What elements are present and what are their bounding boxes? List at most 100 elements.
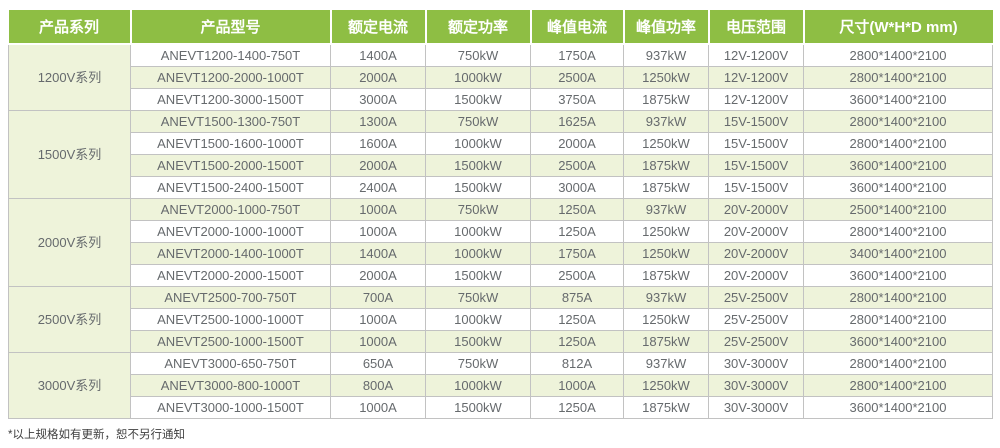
cell-model: ANEVT1500-1600-1000T — [130, 132, 331, 155]
cell-rated-current: 1000A — [330, 220, 426, 243]
cell-rated-power: 750kW — [425, 198, 531, 221]
cell-dimensions: 3600*1400*2100 — [803, 264, 993, 287]
cell-rated-current: 2400A — [330, 176, 426, 199]
cell-model: ANEVT2500-1000-1500T — [130, 330, 331, 353]
table-row: ANEVT1500-2400-1500T 2400A 1500kW 3000A 1875… — [9, 176, 993, 199]
cell-rated-current: 800A — [330, 374, 426, 397]
cell-rated-power: 750kW — [425, 352, 531, 375]
cell-model: ANEVT1500-1300-750T — [130, 110, 331, 133]
table-row: ANEVT2500-1000-1500T 1000A 1500kW 1250A 1875… — [9, 330, 993, 353]
cell-peak-power: 937kW — [623, 286, 709, 309]
cell-series: 3000V系列 — [8, 352, 131, 419]
cell-peak-power: 1875kW — [623, 88, 709, 111]
cell-peak-power: 937kW — [623, 43, 709, 67]
table-row: ANEVT3000-1000-1500T 1000A 1500kW 1250A 1875… — [9, 396, 993, 419]
column-header-dimensions: 尺寸(W*H*D mm) — [803, 10, 993, 45]
cell-peak-current: 3750A — [530, 88, 624, 111]
cell-voltage-range: 15V-1500V — [708, 176, 804, 199]
table-row: ANEVT2500-1000-1000T 1000A 1000kW 1250A 1250… — [9, 308, 993, 331]
cell-model: ANEVT1200-3000-1500T — [130, 88, 331, 111]
cell-series: 2500V系列 — [8, 286, 131, 353]
cell-rated-current: 1300A — [330, 110, 426, 133]
table-row: ANEVT1200-2000-1000T 2000A 1000kW 2500A 1250… — [9, 66, 993, 89]
cell-dimensions: 2800*1400*2100 — [803, 43, 993, 67]
table-row: 1200V系列 ANEVT1200-1400-750T 1400A 750kW 1750… — [8, 43, 993, 111]
cell-dimensions: 2800*1400*2100 — [803, 286, 993, 309]
cell-rated-current: 2000A — [330, 264, 426, 287]
cell-rated-power: 1000kW — [425, 308, 531, 331]
cell-peak-current: 2500A — [530, 66, 624, 89]
cell-peak-current: 1250A — [530, 308, 624, 331]
cell-rated-power: 750kW — [425, 43, 531, 67]
cell-model: ANEVT1500-2400-1500T — [130, 176, 331, 199]
cell-peak-current: 1250A — [530, 330, 624, 353]
cell-rated-current: 700A — [330, 286, 426, 309]
cell-rated-power: 1500kW — [425, 264, 531, 287]
cell-rated-current: 1000A — [330, 308, 426, 331]
cell-model: ANEVT3000-1000-1500T — [130, 396, 331, 419]
cell-model: ANEVT2000-1000-1000T — [130, 220, 331, 243]
cell-voltage-range: 20V-2000V — [708, 198, 804, 221]
cell-rated-power: 1000kW — [425, 220, 531, 243]
cell-voltage-range: 12V-1200V — [708, 88, 804, 111]
cell-peak-power: 1250kW — [623, 242, 709, 265]
column-header-rated-power: 额定功率 — [425, 10, 532, 45]
cell-peak-current: 1250A — [530, 220, 624, 243]
table-row: ANEVT2000-1000-1000T 1000A 1000kW 1250A 1250… — [9, 220, 993, 243]
cell-model: ANEVT2000-2000-1500T — [130, 264, 331, 287]
table-row: 2000V系列 ANEVT2000-1000-750T 1000A 750kW 1250… — [8, 198, 993, 287]
column-header-peak-power: 峰值功率 — [623, 10, 710, 45]
cell-dimensions: 2800*1400*2100 — [803, 132, 993, 155]
cell-rated-current: 1000A — [330, 198, 426, 221]
cell-model: ANEVT2000-1000-750T — [130, 198, 331, 221]
cell-series: 1200V系列 — [8, 43, 131, 111]
cell-voltage-range: 25V-2500V — [708, 308, 804, 331]
cell-model: ANEVT2500-1000-1000T — [130, 308, 331, 331]
cell-model: ANEVT1500-2000-1500T — [130, 154, 331, 177]
cell-voltage-range: 30V-3000V — [708, 374, 804, 397]
cell-model: ANEVT3000-650-750T — [130, 352, 331, 375]
table-row: 1500V系列 ANEVT1500-1300-750T 1300A 750kW 1625… — [8, 110, 993, 199]
cell-dimensions: 2800*1400*2100 — [803, 220, 993, 243]
cell-peak-current: 812A — [530, 352, 624, 375]
cell-rated-current: 1400A — [330, 43, 426, 67]
cell-model: ANEVT1200-1400-750T — [130, 43, 331, 67]
cell-peak-current: 2500A — [530, 264, 624, 287]
cell-model: ANEVT2000-1400-1000T — [130, 242, 331, 265]
column-header-voltage-range: 电压范围 — [708, 10, 805, 45]
cell-rated-current: 650A — [330, 352, 426, 375]
cell-dimensions: 3400*1400*2100 — [803, 242, 993, 265]
cell-peak-current: 2000A — [530, 132, 624, 155]
cell-dimensions: 2800*1400*2100 — [803, 308, 993, 331]
cell-peak-power: 1875kW — [623, 176, 709, 199]
cell-peak-power: 1875kW — [623, 396, 709, 419]
cell-peak-current: 1250A — [530, 198, 624, 221]
cell-series: 2000V系列 — [8, 198, 131, 287]
product-spec-table: 产品系列 产品型号 额定电流 额定功率 峰值电流 峰值功率 电压范围 尺寸(W*H*D mm)… — [8, 10, 993, 419]
cell-peak-current: 1625A — [530, 110, 624, 133]
table-row: 2500V系列 ANEVT2500-700-750T 700A 750kW 875A 93… — [8, 286, 993, 353]
cell-rated-power: 1500kW — [425, 176, 531, 199]
cell-voltage-range: 30V-3000V — [708, 396, 804, 419]
cell-voltage-range: 25V-2500V — [708, 330, 804, 353]
footnote: *以上规格如有更新，恕不另行通知 — [8, 429, 185, 441]
cell-rated-current: 1000A — [330, 330, 426, 353]
table-row: ANEVT1200-3000-1500T 3000A 1500kW 3750A 1875… — [9, 88, 993, 111]
cell-rated-power: 750kW — [425, 110, 531, 133]
cell-rated-power: 1000kW — [425, 132, 531, 155]
cell-peak-power: 1875kW — [623, 330, 709, 353]
table-row: ANEVT3000-800-1000T 800A 1000kW 1000A 1250kW… — [9, 374, 993, 397]
cell-rated-current: 1400A — [330, 242, 426, 265]
cell-voltage-range: 12V-1200V — [708, 66, 804, 89]
cell-peak-power: 937kW — [623, 198, 709, 221]
cell-dimensions: 2800*1400*2100 — [803, 374, 993, 397]
cell-rated-power: 1000kW — [425, 242, 531, 265]
cell-rated-power: 1500kW — [425, 330, 531, 353]
cell-voltage-range: 15V-1500V — [708, 132, 804, 155]
cell-peak-power: 1250kW — [623, 374, 709, 397]
cell-voltage-range: 12V-1200V — [708, 43, 804, 67]
column-header-model: 产品型号 — [130, 10, 332, 45]
cell-dimensions: 2800*1400*2100 — [803, 110, 993, 133]
cell-voltage-range: 20V-2000V — [708, 264, 804, 287]
